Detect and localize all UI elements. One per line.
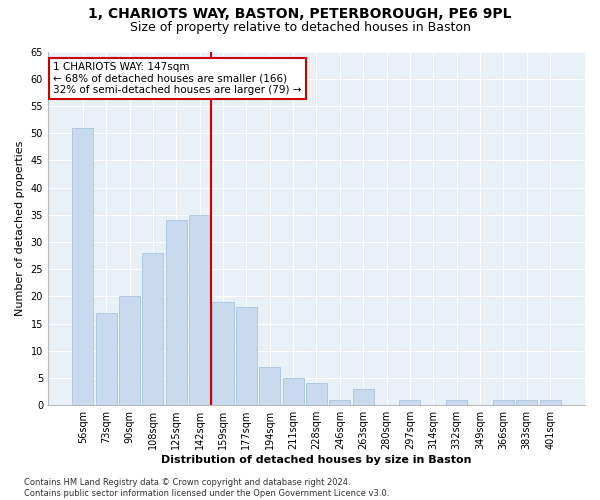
Y-axis label: Number of detached properties: Number of detached properties bbox=[15, 140, 25, 316]
Bar bbox=[212, 302, 233, 405]
Text: 1, CHARIOTS WAY, BASTON, PETERBOROUGH, PE6 9PL: 1, CHARIOTS WAY, BASTON, PETERBOROUGH, P… bbox=[88, 8, 512, 22]
Bar bbox=[283, 378, 304, 405]
X-axis label: Distribution of detached houses by size in Baston: Distribution of detached houses by size … bbox=[161, 455, 472, 465]
Bar bbox=[539, 400, 560, 405]
Bar bbox=[119, 296, 140, 405]
Text: Contains HM Land Registry data © Crown copyright and database right 2024.
Contai: Contains HM Land Registry data © Crown c… bbox=[24, 478, 389, 498]
Bar bbox=[306, 384, 327, 405]
Bar bbox=[259, 367, 280, 405]
Bar bbox=[493, 400, 514, 405]
Bar bbox=[236, 308, 257, 405]
Bar bbox=[189, 215, 210, 405]
Text: 1 CHARIOTS WAY: 147sqm
← 68% of detached houses are smaller (166)
32% of semi-de: 1 CHARIOTS WAY: 147sqm ← 68% of detached… bbox=[53, 62, 302, 96]
Bar bbox=[73, 128, 94, 405]
Bar bbox=[446, 400, 467, 405]
Bar bbox=[353, 389, 374, 405]
Bar bbox=[329, 400, 350, 405]
Bar bbox=[166, 220, 187, 405]
Bar bbox=[142, 253, 163, 405]
Bar bbox=[95, 312, 117, 405]
Bar bbox=[516, 400, 537, 405]
Bar bbox=[400, 400, 421, 405]
Text: Size of property relative to detached houses in Baston: Size of property relative to detached ho… bbox=[130, 21, 470, 34]
